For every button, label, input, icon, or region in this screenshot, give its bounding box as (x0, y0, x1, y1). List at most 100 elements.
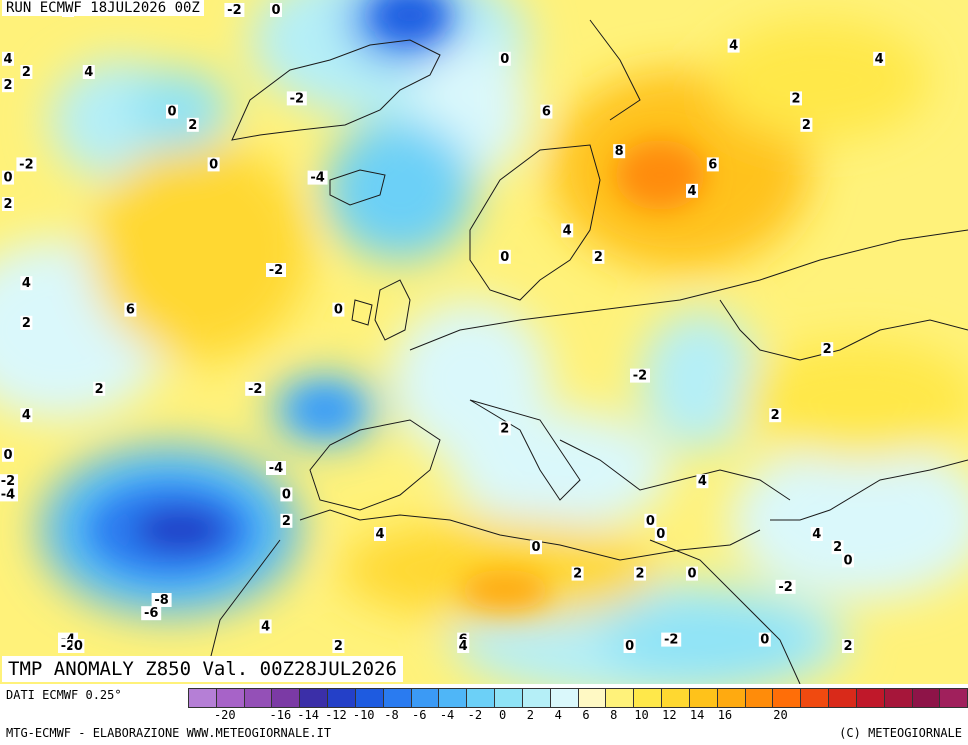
contour-label: 0 (656, 527, 665, 542)
contour-label: 0 (687, 567, 696, 582)
color-scale-tick: 10 (634, 708, 649, 722)
copyright: (C) METEOGIORNALE (839, 726, 962, 740)
contour-label-bg (498, 249, 511, 264)
color-scale-tick: 6 (582, 708, 590, 722)
color-swatch (300, 689, 329, 707)
data-source: DATI ECMWF 0.25° (6, 688, 122, 702)
color-scale-tick: -16 (269, 708, 292, 722)
contour-label-bg (374, 527, 386, 541)
color-swatch (522, 689, 551, 707)
contour-label-bg (332, 302, 345, 317)
color-scale-tick: 2 (526, 708, 535, 722)
contour-labels: 04224-2002-2-2020-4426-2024-20-2-4-4024-… (0, 3, 886, 654)
contour-label: 0 (3, 448, 12, 463)
color-scale-tick: 16 (717, 708, 733, 722)
contour-label: -2 (290, 91, 304, 106)
color-scale-tick: -2 (467, 708, 483, 722)
contour-label: 0 (74, 639, 83, 654)
contour-label-bg (2, 447, 14, 462)
contour-label-bg (571, 566, 584, 581)
color-swatch (495, 689, 523, 707)
contour-label-bg (2, 51, 14, 66)
color-swatch (189, 689, 217, 707)
contour-label: 2 (3, 197, 12, 212)
contour-label-bg (20, 315, 33, 330)
contour-label: 0 (209, 157, 218, 172)
contour-label-bg (151, 593, 172, 607)
contour-label-bg (873, 51, 886, 66)
contour-label-bg (769, 408, 782, 423)
contour-label: 0 (282, 487, 291, 502)
contour-label: -2 (19, 157, 33, 172)
contour-label: 0 (167, 105, 176, 120)
contour-label: 4 (687, 184, 696, 199)
contour-label: -6 (144, 606, 158, 621)
contour-label: 2 (802, 118, 811, 133)
contour-label: 0 (500, 250, 509, 265)
contour-label: 2 (188, 118, 197, 133)
contour-label-bg (613, 144, 626, 159)
contour-label-bg (644, 513, 657, 528)
color-swatch (773, 689, 802, 707)
contour-label: 0 (625, 639, 634, 654)
contour-label: 0 (843, 553, 852, 568)
contour-label: 2 (573, 567, 582, 582)
contour-label: -4 (310, 171, 324, 186)
contour-label: 4 (84, 65, 93, 80)
color-swatch (689, 689, 718, 707)
contour-label-bg (245, 381, 266, 396)
contour-label-bg (266, 461, 286, 475)
contour-label-bg (561, 223, 574, 238)
contour-label: 4 (3, 52, 12, 67)
contour-label: 4 (375, 527, 384, 542)
contour-label-bg (2, 197, 14, 211)
color-scale-bar (188, 688, 968, 708)
anomaly-cores (90, 0, 705, 610)
contour-label: 2 (635, 567, 644, 582)
contour-label: 2 (22, 65, 31, 80)
contour-label: -8 (154, 593, 168, 608)
contour-label-bg (20, 65, 33, 79)
contour-label: 2 (833, 540, 842, 555)
contour-label-bg (20, 408, 33, 423)
color-swatch (244, 689, 273, 707)
contour-label: 2 (334, 639, 343, 654)
contour-label-bg (20, 276, 33, 291)
coastlines (209, 19, 968, 684)
contour-label: 2 (500, 421, 509, 436)
contour-label-bg (307, 170, 328, 185)
contour-label-bg (207, 157, 220, 172)
contour-label: 2 (282, 514, 291, 529)
contour-label-bg (623, 639, 636, 653)
contour-label: 0 (3, 171, 12, 186)
color-swatch (801, 689, 830, 707)
contour-label: -2 (778, 580, 792, 595)
contour-label: 2 (3, 78, 12, 93)
contour-label-bg (810, 527, 823, 541)
contour-label-bg (2, 170, 14, 185)
contour-label-bg (696, 474, 709, 489)
contour-label: -2 (248, 382, 262, 397)
contour-label: -2 (227, 3, 241, 18)
color-swatch (912, 689, 941, 707)
contour-label: 2 (791, 91, 800, 106)
contour-label: 4 (261, 619, 270, 634)
contour-label-bg (82, 65, 95, 79)
color-swatch (662, 689, 690, 707)
contour-label-bg (654, 527, 667, 541)
contour-label-bg (592, 249, 605, 264)
color-swatch (216, 689, 245, 707)
contour-label-bg (530, 540, 542, 555)
contour-label-bg (686, 183, 698, 198)
color-scale-tick: -20 (213, 708, 236, 722)
contour-label-bg (821, 342, 834, 357)
color-scale-tick: -4 (439, 708, 455, 722)
contour-label-bg (457, 639, 470, 653)
contour-label-bg (124, 302, 137, 317)
contour-label-bg (280, 487, 293, 502)
contour-label: 6 (708, 157, 717, 172)
color-swatch (717, 689, 746, 707)
color-swatch (439, 689, 468, 707)
color-scale-tick: 8 (610, 708, 618, 722)
contour-label-bg (332, 639, 345, 653)
